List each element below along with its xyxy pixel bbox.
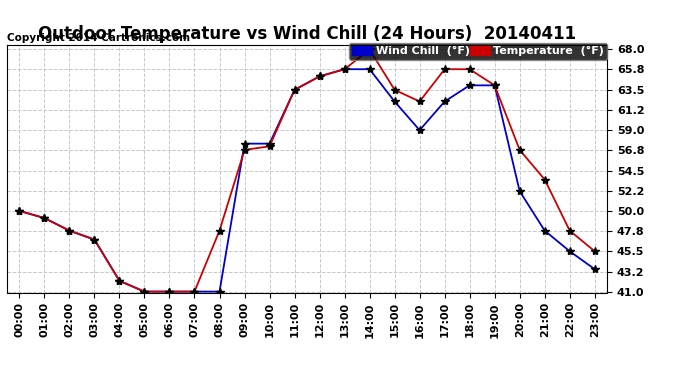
Text: Copyright 2014 Cartronics.com: Copyright 2014 Cartronics.com	[7, 33, 190, 42]
Legend: Wind Chill  (°F), Temperature  (°F): Wind Chill (°F), Temperature (°F)	[349, 42, 607, 60]
Title: Outdoor Temperature vs Wind Chill (24 Hours)  20140411: Outdoor Temperature vs Wind Chill (24 Ho…	[38, 26, 576, 44]
